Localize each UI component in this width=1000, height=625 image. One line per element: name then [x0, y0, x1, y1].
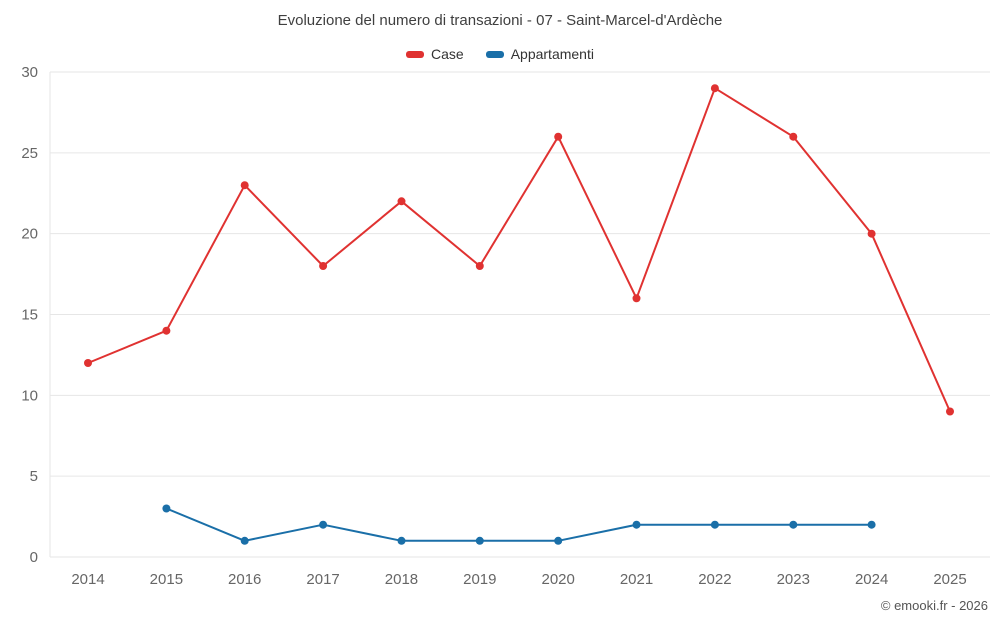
svg-text:0: 0	[30, 549, 38, 566]
svg-text:20: 20	[21, 226, 38, 243]
chart-title: Evoluzione del numero di transazioni - 0…	[277, 12, 723, 29]
svg-text:25: 25	[21, 145, 38, 162]
legend: Case Appartamenti	[0, 46, 1000, 62]
svg-text:2018: 2018	[385, 571, 418, 588]
legend-marker-case	[406, 50, 425, 58]
legend-label-case: Case	[431, 46, 464, 62]
svg-text:2016: 2016	[228, 571, 261, 588]
svg-text:2025: 2025	[933, 571, 966, 588]
svg-text:2023: 2023	[777, 571, 810, 588]
copyright: © emooki.fr - 2026	[880, 598, 988, 613]
svg-text:5: 5	[30, 468, 38, 485]
svg-text:2022: 2022	[698, 571, 731, 588]
svg-text:10: 10	[21, 387, 38, 404]
svg-text:2019: 2019	[463, 571, 496, 588]
legend-item-case[interactable]: Case	[406, 46, 464, 62]
svg-text:2014: 2014	[71, 571, 104, 588]
svg-text:2020: 2020	[541, 571, 574, 588]
svg-text:2017: 2017	[306, 571, 339, 588]
svg-text:2021: 2021	[620, 571, 653, 588]
svg-text:30: 30	[21, 64, 38, 81]
svg-text:2015: 2015	[150, 571, 183, 588]
svg-text:15: 15	[21, 307, 38, 324]
svg-text:2024: 2024	[855, 571, 888, 588]
legend-label-appartamenti: Appartamenti	[510, 46, 594, 62]
legend-item-appartamenti[interactable]: Appartamenti	[485, 46, 594, 62]
legend-marker-appartamenti	[485, 50, 504, 58]
